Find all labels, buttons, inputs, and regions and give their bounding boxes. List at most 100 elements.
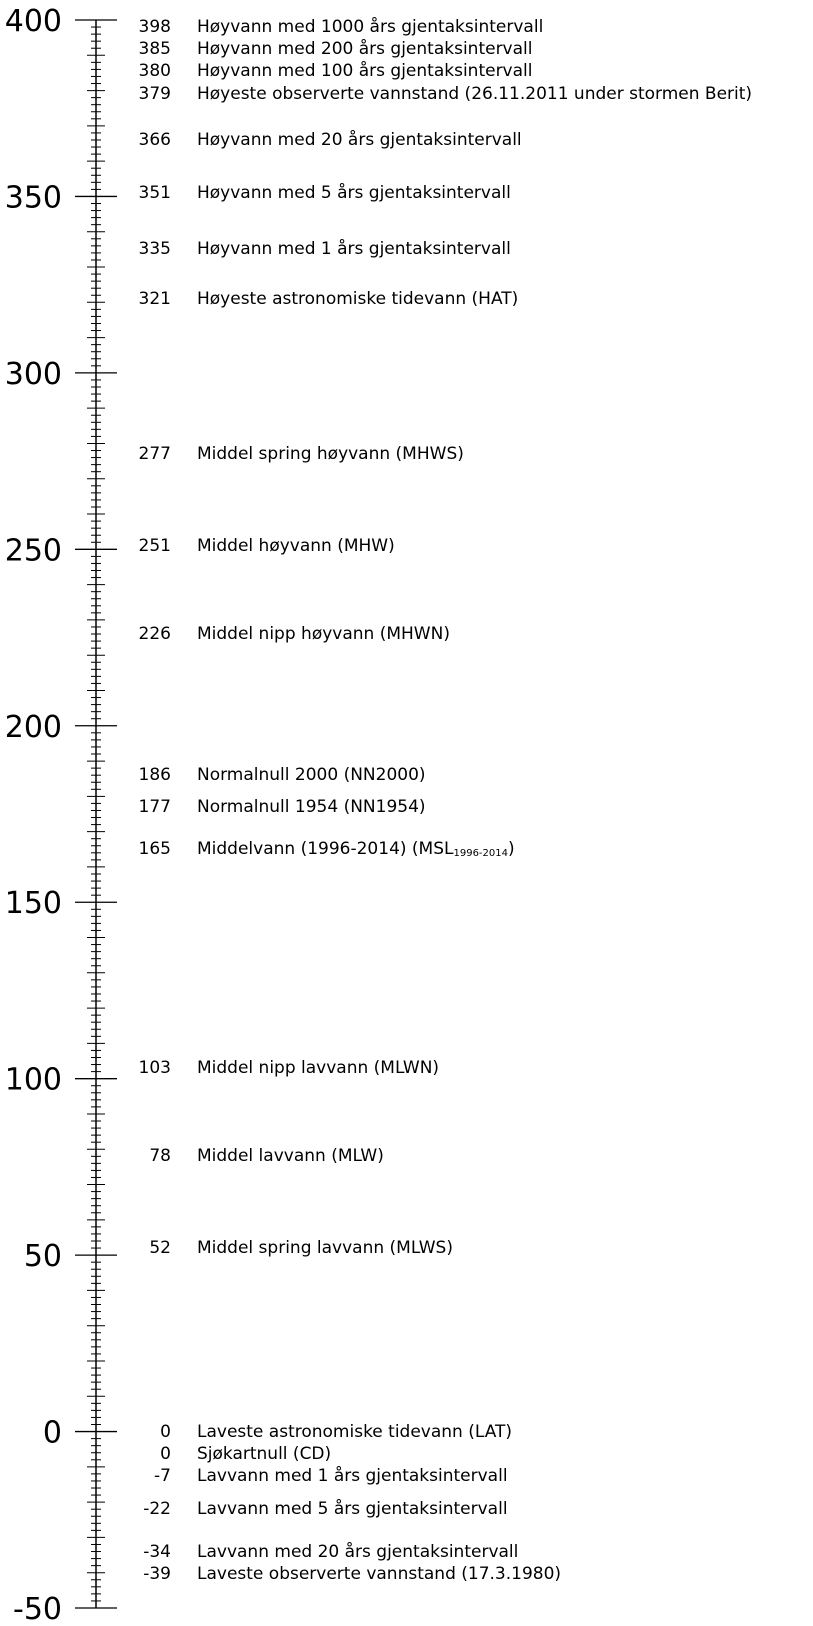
level-value: 78 bbox=[149, 1146, 171, 1167]
level-description-text: Høyeste astronomiske tidevann (HAT) bbox=[197, 288, 519, 309]
level-entry: 335 Høyvann med 1 års gjentaksintervall bbox=[0, 238, 813, 260]
level-value: 177 bbox=[138, 796, 171, 817]
major-tick-label: -50 bbox=[13, 1592, 62, 1626]
level-entry: 251 Middel høyvann (MHW) bbox=[0, 535, 813, 557]
level-description: Høyeste astronomiske tidevann (HAT) bbox=[197, 288, 518, 310]
level-description: Middel lavvann (MLW) bbox=[197, 1145, 384, 1167]
level-entry: 277 Middel spring høyvann (MHWS) bbox=[0, 443, 813, 465]
major-tick-label: 200 bbox=[5, 710, 62, 745]
level-entry: 366 Høyvann med 20 års gjentaksintervall bbox=[0, 129, 813, 151]
level-value: 251 bbox=[138, 535, 171, 556]
level-description-suffix: ) bbox=[508, 839, 515, 860]
level-entry: -7 Lavvann med 1 års gjentaksintervall bbox=[0, 1465, 813, 1487]
level-value: 52 bbox=[149, 1238, 171, 1259]
level-description: Høyvann med 20 års gjentaksintervall bbox=[197, 129, 522, 151]
level-description-text: Lavvann med 5 års gjentaksintervall bbox=[197, 1499, 508, 1520]
level-description: Høyvann med 1000 års gjentaksintervall bbox=[197, 16, 543, 38]
level-description-text: Sjøkartnull (CD) bbox=[197, 1443, 332, 1464]
level-description: Høyvann med 100 års gjentaksintervall bbox=[197, 60, 532, 82]
level-entry: 379 Høyeste observerte vannstand (26.11.2… bbox=[0, 83, 813, 105]
level-description-text: Høyvann med 1 års gjentaksintervall bbox=[197, 239, 511, 260]
level-description-text: Laveste astronomiske tidevann (LAT) bbox=[197, 1421, 513, 1442]
level-value: 379 bbox=[138, 83, 171, 104]
level-description: Høyvann med 1 års gjentaksintervall bbox=[197, 238, 511, 260]
level-value: 165 bbox=[138, 839, 171, 860]
level-entry: -34 Lavvann med 20 års gjentaksintervall bbox=[0, 1541, 813, 1563]
level-value: -39 bbox=[143, 1563, 171, 1584]
level-description: Lavvann med 1 års gjentaksintervall bbox=[197, 1465, 508, 1487]
level-value: 0 bbox=[160, 1443, 171, 1464]
level-entry: 52 Middel spring lavvann (MLWS) bbox=[0, 1237, 813, 1259]
level-entry: 0 Sjøkartnull (CD) bbox=[0, 1443, 813, 1465]
level-value: 226 bbox=[138, 624, 171, 645]
level-value: -22 bbox=[143, 1499, 171, 1520]
level-description: Laveste observerte vannstand (17.3.1980) bbox=[197, 1563, 561, 1585]
level-entry: 321 Høyeste astronomiske tidevann (HAT) bbox=[0, 288, 813, 310]
level-description-text: Lavvann med 1 års gjentaksintervall bbox=[197, 1465, 508, 1486]
level-description-text: Middel spring høyvann (MHWS) bbox=[197, 444, 464, 465]
major-tick-label: 400 bbox=[5, 4, 62, 39]
major-tick-label: 150 bbox=[5, 886, 62, 921]
level-description-text: Laveste observerte vannstand (17.3.1980) bbox=[197, 1563, 562, 1584]
level-entry: -22 Lavvann med 5 års gjentaksintervall bbox=[0, 1498, 813, 1520]
level-description-text: Høyvann med 1000 års gjentaksintervall bbox=[197, 17, 544, 38]
level-description-text: Høyvann med 100 års gjentaksintervall bbox=[197, 61, 533, 82]
level-entry: 351 Høyvann med 5 års gjentaksintervall bbox=[0, 182, 813, 204]
level-description: Normalnull 1954 (NN1954) bbox=[197, 796, 426, 818]
major-tick-label: 350 bbox=[5, 180, 62, 215]
level-description-text: Middel nipp høyvann (MHWN) bbox=[197, 624, 450, 645]
level-description-text: Høyvann med 20 års gjentaksintervall bbox=[197, 129, 522, 150]
level-description: Lavvann med 20 års gjentaksintervall bbox=[197, 1541, 518, 1563]
level-description: Sjøkartnull (CD) bbox=[197, 1443, 331, 1465]
major-tick-label: 100 bbox=[5, 1063, 62, 1098]
level-description: Høyeste observerte vannstand (26.11.2011… bbox=[197, 83, 752, 105]
level-value: 277 bbox=[138, 444, 171, 465]
level-description: Middel høyvann (MHW) bbox=[197, 535, 395, 557]
major-tick-label: 50 bbox=[24, 1239, 62, 1274]
level-entry: -39 Laveste observerte vannstand (17.3.19… bbox=[0, 1563, 813, 1585]
level-description: Lavvann med 5 års gjentaksintervall bbox=[197, 1498, 508, 1520]
level-description-text: Lavvann med 20 års gjentaksintervall bbox=[197, 1541, 519, 1562]
level-description-text: Middel høyvann (MHW) bbox=[197, 535, 395, 556]
level-value: 335 bbox=[138, 239, 171, 260]
level-value: 0 bbox=[160, 1421, 171, 1442]
level-entry: 177 Normalnull 1954 (NN1954) bbox=[0, 796, 813, 818]
level-entry: 78 Middel lavvann (MLW) bbox=[0, 1145, 813, 1167]
major-tick-label: 300 bbox=[5, 357, 62, 392]
level-description: Middelvann (1996-2014) (MSL1996-2014) bbox=[197, 838, 515, 865]
level-description-text: Høyvann med 200 års gjentaksintervall bbox=[197, 39, 533, 60]
level-value: 351 bbox=[138, 182, 171, 203]
level-description: Middel spring lavvann (MLWS) bbox=[197, 1237, 453, 1259]
level-value: 385 bbox=[138, 39, 171, 60]
level-description-text: Middelvann (1996-2014) (MSL bbox=[197, 839, 454, 860]
level-entry: 103 Middel nipp lavvann (MLWN) bbox=[0, 1057, 813, 1079]
level-description-subscript: 1996-2014 bbox=[453, 848, 508, 860]
level-value: 321 bbox=[138, 288, 171, 309]
major-tick-label: 0 bbox=[43, 1416, 62, 1451]
level-description: Middel spring høyvann (MHWS) bbox=[197, 443, 464, 465]
level-description-text: Middel lavvann (MLW) bbox=[197, 1146, 384, 1167]
level-value: 380 bbox=[138, 61, 171, 82]
level-description: Normalnull 2000 (NN2000) bbox=[197, 764, 426, 786]
level-description: Laveste astronomiske tidevann (LAT) bbox=[197, 1421, 512, 1443]
level-description: Middel nipp høyvann (MHWN) bbox=[197, 623, 450, 645]
level-value: -7 bbox=[154, 1465, 171, 1486]
level-value: -34 bbox=[143, 1541, 171, 1562]
level-entry: 385 Høyvann med 200 års gjentaksintervall bbox=[0, 38, 813, 60]
level-description-text: Høyeste observerte vannstand (26.11.2011… bbox=[197, 83, 753, 104]
level-description: Høyvann med 200 års gjentaksintervall bbox=[197, 38, 532, 60]
level-value: 103 bbox=[138, 1058, 171, 1079]
level-description: Middel nipp lavvann (MLWN) bbox=[197, 1057, 439, 1079]
level-entry: 226 Middel nipp høyvann (MHWN) bbox=[0, 623, 813, 645]
level-entry: 0 Laveste astronomiske tidevann (LAT) bbox=[0, 1421, 813, 1443]
major-tick-label: 250 bbox=[5, 533, 62, 568]
level-entry: 380 Høyvann med 100 års gjentaksintervall bbox=[0, 60, 813, 82]
level-value: 366 bbox=[138, 129, 171, 150]
level-description-text: Høyvann med 5 års gjentaksintervall bbox=[197, 182, 511, 203]
level-entry: 165 Middelvann (1996-2014) (MSL1996-2014) bbox=[0, 838, 813, 860]
level-description-text: Middel nipp lavvann (MLWN) bbox=[197, 1058, 440, 1079]
level-entry: 398 Høyvann med 1000 års gjentaksinterval… bbox=[0, 16, 813, 38]
level-description: Høyvann med 5 års gjentaksintervall bbox=[197, 182, 511, 204]
level-description-text: Normalnull 2000 (NN2000) bbox=[197, 765, 426, 786]
